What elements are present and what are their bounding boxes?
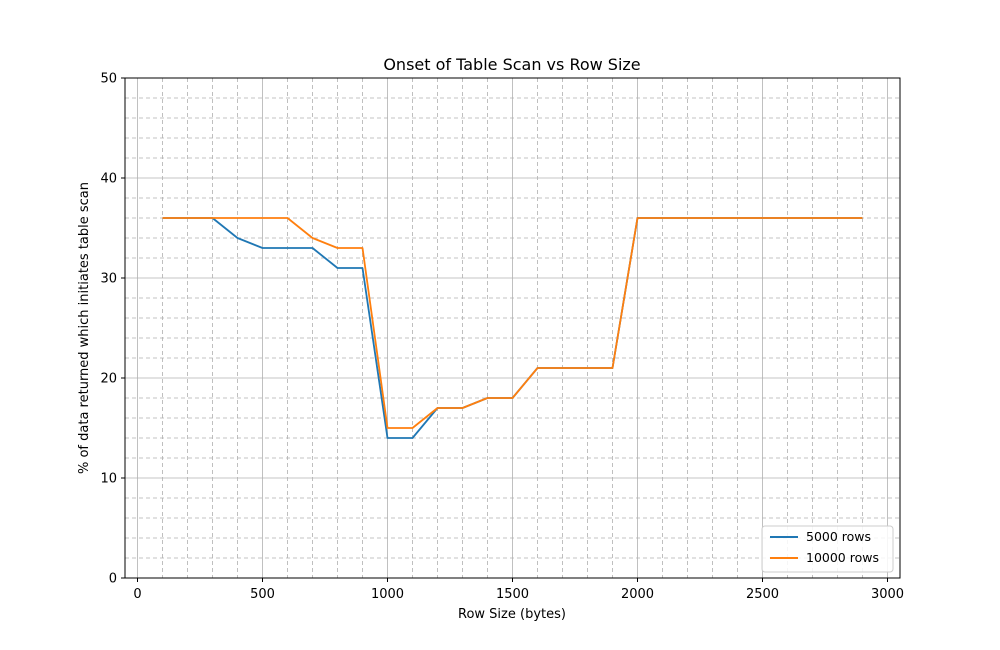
y-tick-label: 10 xyxy=(100,472,117,487)
legend-label-10000: 10000 rows xyxy=(806,550,879,565)
legend: 5000 rows 10000 rows xyxy=(761,525,894,573)
series-line-10000-rows xyxy=(162,217,863,429)
chart-title: Onset of Table Scan vs Row Size xyxy=(383,55,640,74)
y-tick-label: 0 xyxy=(109,572,117,587)
y-tick-label: 30 xyxy=(100,272,117,287)
y-tick-label: 20 xyxy=(100,372,117,387)
x-tick-label: 1500 xyxy=(496,587,529,602)
x-tick-label: 3000 xyxy=(871,587,904,602)
y-axis-label: % of data returned which initiates table… xyxy=(77,182,92,474)
legend-label-5000: 5000 rows xyxy=(806,529,871,544)
x-tick-label: 2500 xyxy=(746,587,779,602)
x-tick-label: 2000 xyxy=(621,587,654,602)
x-tick-label: 500 xyxy=(250,587,275,602)
y-tick-label: 40 xyxy=(100,172,117,187)
axis-ticks: 0 500 1000 1500 2000 2500 3000 0 10 20 30 40 50 xyxy=(100,72,904,603)
x-axis-label: Row Size (bytes) xyxy=(458,607,566,622)
x-tick-label: 0 xyxy=(133,587,141,602)
y-tick-label: 50 xyxy=(100,72,117,87)
x-tick-label: 1000 xyxy=(371,587,404,602)
series-lines xyxy=(162,217,863,439)
grid xyxy=(125,77,900,579)
